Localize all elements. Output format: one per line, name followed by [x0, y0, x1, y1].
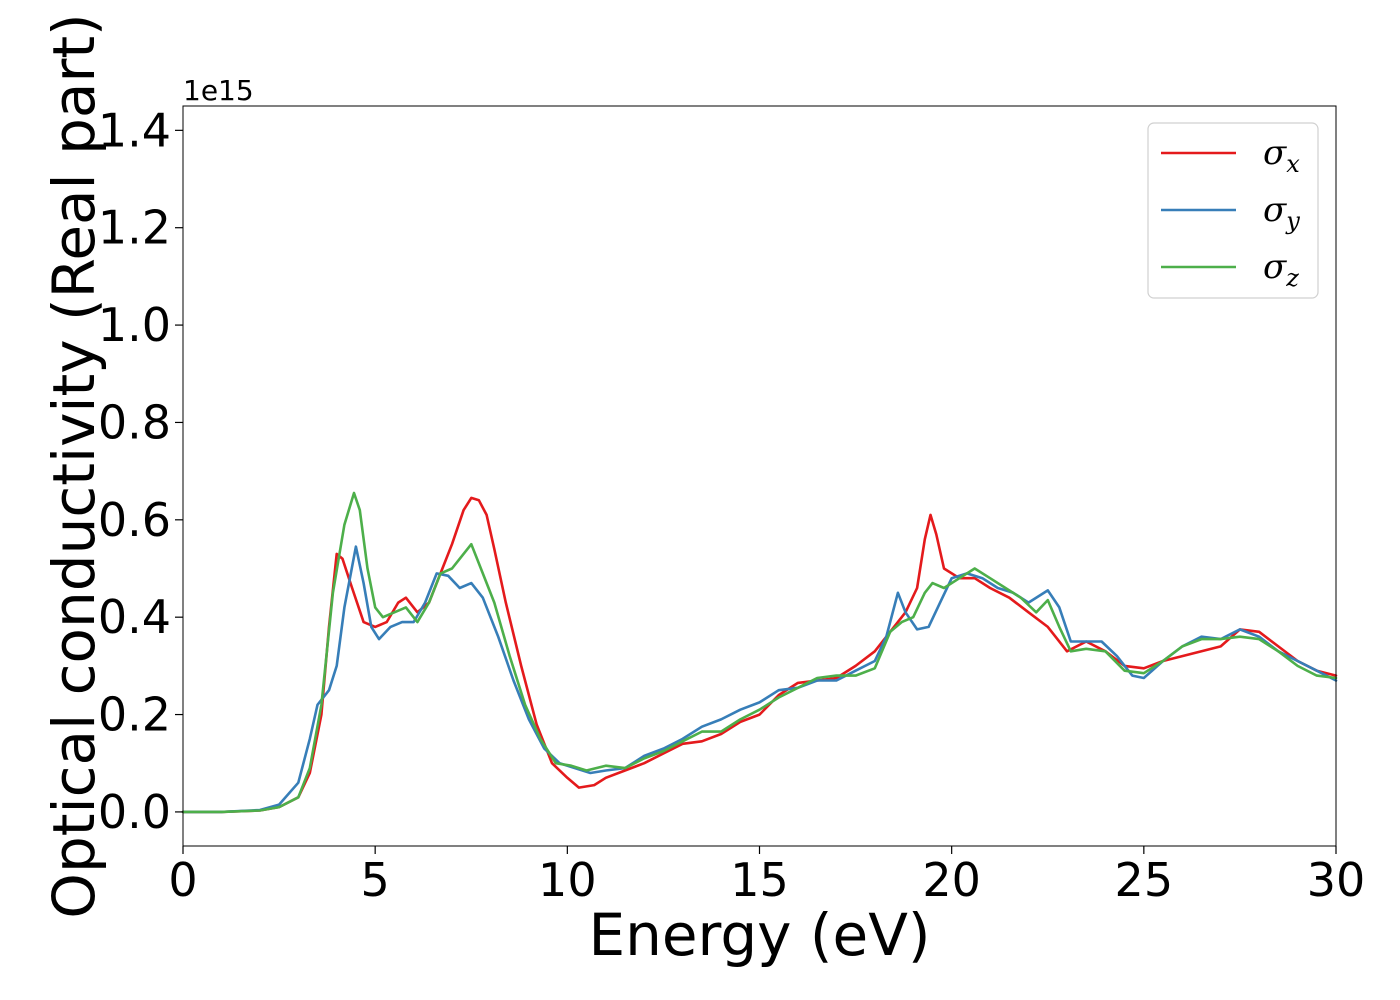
series-line-x	[181, 496, 1338, 814]
x-tick-label: 15	[730, 853, 789, 907]
legend: σx σy σz	[1147, 122, 1319, 299]
x-tick-label: 5	[361, 853, 390, 907]
y-tick-label: 0.2	[98, 688, 171, 742]
legend-label-y: σy	[1263, 190, 1300, 235]
series-lines	[181, 491, 1338, 814]
x-tick-label: 20	[922, 853, 981, 907]
y-tick-label: 0.6	[98, 493, 171, 547]
x-axis-label: Energy (eV)	[588, 901, 930, 969]
series-line-z	[181, 491, 1338, 814]
x-tick-label: 0	[168, 853, 197, 907]
legend-label-x: σx	[1263, 133, 1300, 178]
y-tick-label: 1.2	[98, 201, 171, 255]
x-tick-label: 10	[538, 853, 597, 907]
y-tick-label: 0.8	[98, 395, 171, 449]
y-offset-label: 1e15	[183, 74, 254, 107]
x-axis-ticks: 0 5 10 15 20 25 30	[168, 846, 1365, 907]
y-axis-label: Optical conductivity (Real part)	[40, 13, 108, 918]
y-axis-ticks: 0.0 0.2 0.4 0.6 0.8 1.0 1.2 1.4	[98, 103, 183, 839]
series-line-y	[181, 545, 1338, 814]
y-tick-label: 1.4	[98, 103, 171, 157]
y-tick-label: 0.0	[98, 785, 171, 839]
x-tick-label: 30	[1307, 853, 1366, 907]
x-tick-label: 25	[1115, 853, 1174, 907]
legend-label-z: σz	[1263, 247, 1299, 292]
y-tick-label: 0.4	[98, 590, 171, 644]
y-tick-label: 1.0	[98, 298, 171, 352]
